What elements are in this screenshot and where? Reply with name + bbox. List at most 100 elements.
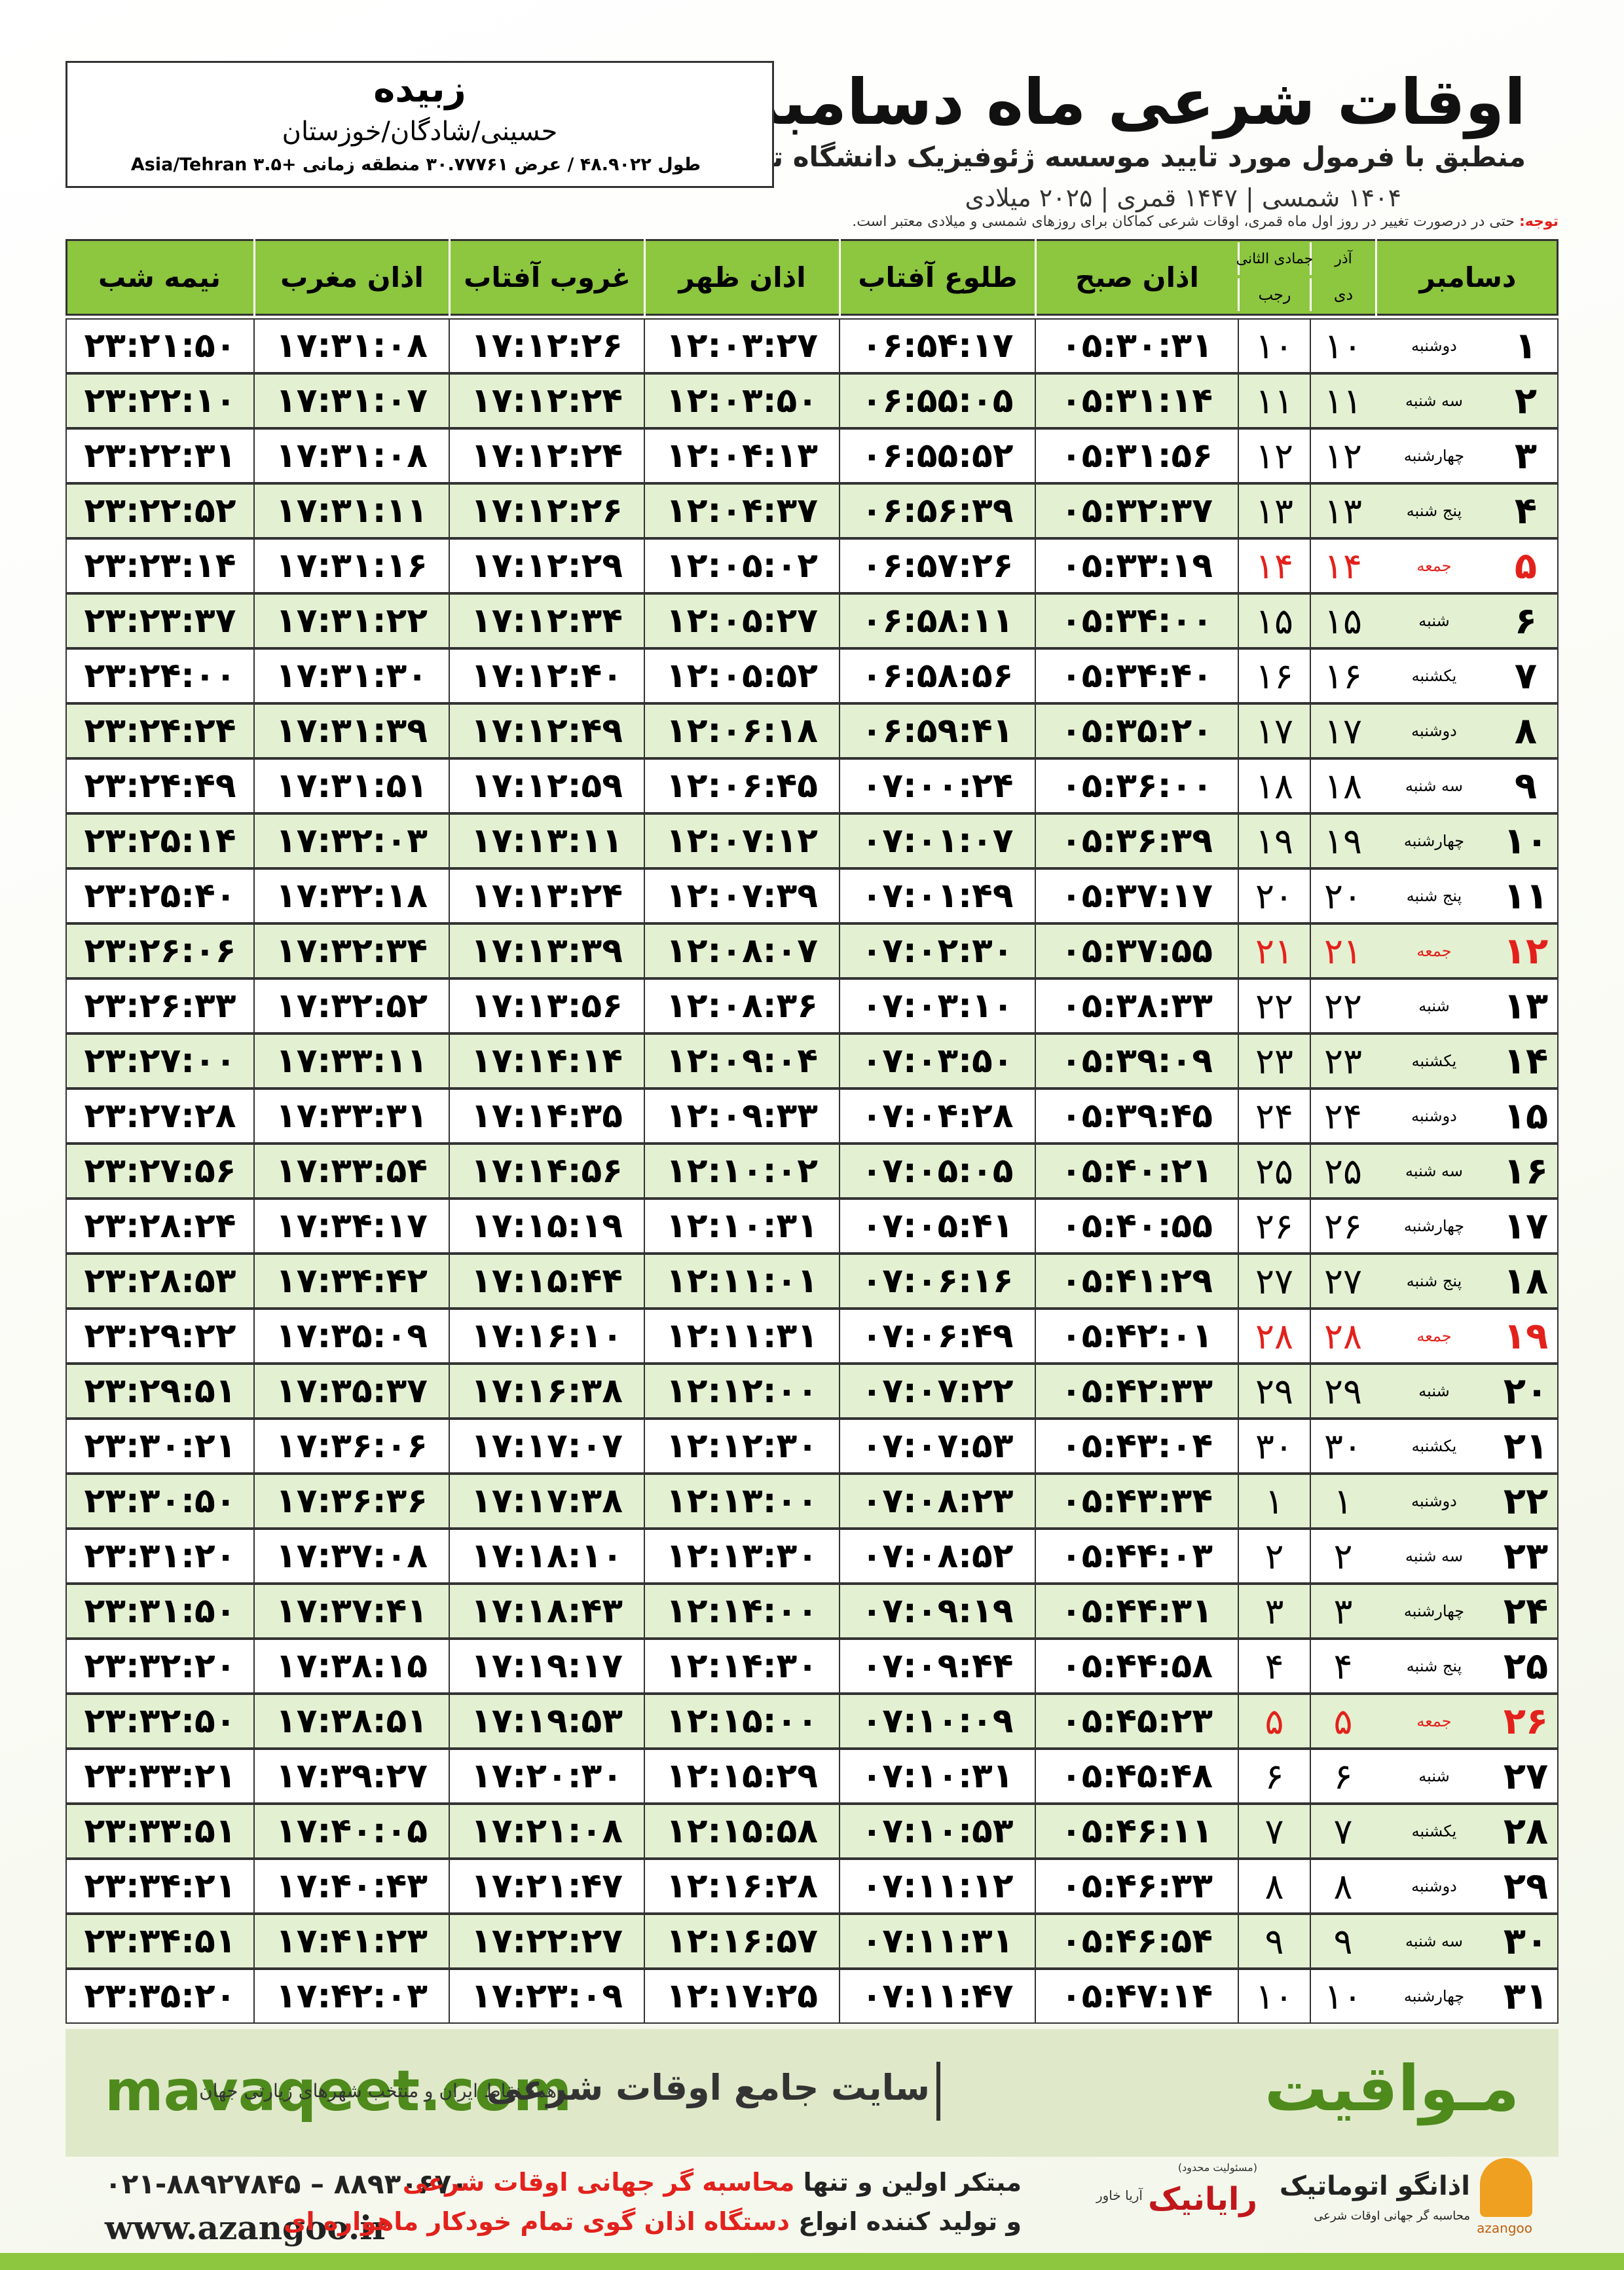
time-cell: ۰۵:۳۵:۲۰ xyxy=(1035,703,1238,758)
weekday: شنبه xyxy=(1418,1382,1450,1400)
month-day: ۲۹ xyxy=(1310,1364,1375,1419)
time-cell: ۱۷:۳۱:۰۸ xyxy=(253,318,449,373)
logo-name: رایانیک xyxy=(1148,2181,1257,2218)
day-number: ۱۴ xyxy=(1503,1039,1549,1083)
month-day: ۲۳ xyxy=(1238,1033,1310,1088)
footer-slogan: سایت جامع اوقات شرعی xyxy=(487,2067,930,2108)
bottom-strip xyxy=(0,2253,1624,2270)
time-cell: ۰۵:۳۲:۳۷ xyxy=(1035,483,1238,538)
time-cell: ۲۳:۲۴:۰۰ xyxy=(65,648,253,703)
time-cell: ۱۷:۱۷:۳۸ xyxy=(449,1474,644,1529)
month-day: ۲۶ xyxy=(1238,1199,1310,1254)
month-day: ۳۰ xyxy=(1238,1419,1310,1474)
time-cell: ۰۶:۵۴:۱۷ xyxy=(839,318,1035,373)
time-cell: ۰۶:۵۸:۱۱ xyxy=(839,593,1035,648)
time-cell: ۲۳:۳۱:۲۰ xyxy=(65,1529,253,1584)
month-day: ۷ xyxy=(1238,1804,1310,1859)
time-cell: ۲۳:۲۴:۲۴ xyxy=(65,703,253,758)
time-cell: ۱۷:۱۴:۳۵ xyxy=(449,1088,644,1144)
time-cell: ۲۳:۲۷:۵۶ xyxy=(65,1144,253,1199)
month-day: ۱۶ xyxy=(1310,648,1375,703)
time-cell: ۲۳:۳۳:۵۱ xyxy=(65,1804,253,1859)
month-day: ۹ xyxy=(1310,1914,1375,1969)
month-day: ۱۱ xyxy=(1238,373,1310,428)
logo-rayanik: (مسئولیت محدود) رایانیک آریا خاور xyxy=(1096,2161,1257,2246)
month-day: ۴ xyxy=(1238,1639,1310,1694)
header-cell: اذان مغرب xyxy=(253,239,449,316)
month-day: ۸ xyxy=(1310,1859,1375,1914)
time-cell: ۰۵:۴۵:۴۸ xyxy=(1035,1749,1238,1804)
weekday: چهارشنبه xyxy=(1403,1217,1465,1235)
time-cell: ۱۲:۱۰:۳۱ xyxy=(644,1199,839,1254)
time-cell: ۱۲:۱۷:۲۵ xyxy=(644,1969,839,2024)
prayer-table: دسامبر آذر دی جمادی الثانی رجب اذان صبح طلوع آ… xyxy=(65,239,1559,2024)
time-cell: ۱۲:۱۴:۰۰ xyxy=(644,1584,839,1639)
day-number: ۲۸ xyxy=(1503,1810,1549,1853)
time-cell: ۱۷:۱۴:۱۴ xyxy=(449,1033,644,1088)
month-day: ۲۳ xyxy=(1310,1033,1375,1088)
time-cell: ۲۳:۲۹:۵۱ xyxy=(65,1364,253,1419)
time-cell: ۰۵:۴۰:۵۵ xyxy=(1035,1199,1238,1254)
time-cell: ۰۷:۰۴:۲۸ xyxy=(839,1088,1035,1144)
header-cell: دسامبر xyxy=(1375,239,1559,316)
header-cell: غروب آفتاب xyxy=(449,239,644,316)
day-number: ۲۰ xyxy=(1503,1369,1549,1413)
time-cell: ۱۷:۳۹:۲۷ xyxy=(253,1749,449,1804)
weekday: سه شنبه xyxy=(1405,1162,1464,1180)
time-cell: ۱۲:۰۶:۴۵ xyxy=(644,758,839,813)
time-cell: ۱۷:۳۱:۱۶ xyxy=(253,538,449,593)
weekday: جمعه xyxy=(1416,557,1452,575)
time-cell: ۲۳:۲۲:۱۰ xyxy=(65,373,253,428)
time-cell: ۰۷:۰۸:۵۲ xyxy=(839,1529,1035,1584)
day-number: ۲۵ xyxy=(1503,1645,1549,1688)
time-cell: ۰۵:۳۹:۰۹ xyxy=(1035,1033,1238,1088)
time-cell: ۰۷:۰۷:۵۳ xyxy=(839,1419,1035,1474)
month-day: ۱۳ xyxy=(1238,483,1310,538)
time-cell: ۱۲:۱۳:۳۰ xyxy=(644,1529,839,1584)
time-cell: ۱۲:۰۵:۵۲ xyxy=(644,648,839,703)
time-cell: ۰۵:۴۴:۳۱ xyxy=(1035,1584,1238,1639)
time-cell: ۱۲:۱۶:۲۸ xyxy=(644,1859,839,1914)
time-cell: ۱۷:۳۴:۴۲ xyxy=(253,1254,449,1309)
day-number: ۱۰ xyxy=(1503,819,1549,863)
time-cell: ۱۷:۱۵:۴۴ xyxy=(449,1254,644,1309)
weekday: جمعه xyxy=(1416,1712,1452,1730)
time-cell: ۰۷:۰۱:۴۹ xyxy=(839,868,1035,923)
time-cell: ۱۷:۳۲:۳۴ xyxy=(253,923,449,978)
day-number: ۹ xyxy=(1514,764,1538,808)
time-cell: ۰۵:۴۶:۵۴ xyxy=(1035,1914,1238,1969)
time-cell: ۲۳:۲۶:۳۳ xyxy=(65,978,253,1033)
day-number: ۶ xyxy=(1514,599,1538,642)
header-cell: طلوع آفتاب xyxy=(839,239,1035,316)
time-cell: ۰۵:۴۵:۲۳ xyxy=(1035,1694,1238,1749)
month-day: ۱۲ xyxy=(1310,428,1375,483)
time-cell: ۱۷:۱۳:۲۴ xyxy=(449,868,644,923)
time-cell: ۰۵:۳۴:۴۰ xyxy=(1035,648,1238,703)
day-number: ۱۷ xyxy=(1503,1204,1549,1248)
subtitle: منطبق با فرمول مورد تایید موسسه ژئوفیزیک… xyxy=(705,141,1526,173)
weekday: یکشنبه xyxy=(1411,1437,1457,1455)
day-number: ۱ xyxy=(1514,324,1538,367)
time-cell: ۱۷:۳۸:۵۱ xyxy=(253,1694,449,1749)
month-day: ۵ xyxy=(1238,1694,1310,1749)
time-cell: ۱۷:۱۸:۱۰ xyxy=(449,1529,644,1584)
time-cell: ۰۵:۳۳:۱۹ xyxy=(1035,538,1238,593)
time-cell: ۲۳:۲۵:۴۰ xyxy=(65,868,253,923)
time-cell: ۰۶:۵۵:۰۵ xyxy=(839,373,1035,428)
weekday: سه شنبه xyxy=(1405,1932,1464,1950)
promo-text: و تولید کننده انواع xyxy=(798,2207,1022,2236)
time-cell: ۲۳:۳۰:۵۰ xyxy=(65,1474,253,1529)
time-cell: ۱۷:۲۱:۴۷ xyxy=(449,1859,644,1914)
header-top: آذر xyxy=(1310,242,1375,275)
time-cell: ۰۶:۵۷:۲۶ xyxy=(839,538,1035,593)
time-cell: ۱۷:۳۳:۳۱ xyxy=(253,1088,449,1144)
time-cell: ۲۳:۳۰:۲۱ xyxy=(65,1419,253,1474)
weekday: یکشنبه xyxy=(1411,1822,1457,1840)
day-number: ۳۰ xyxy=(1503,1920,1549,1963)
month-day: ۱ xyxy=(1238,1474,1310,1529)
month-day: ۲۷ xyxy=(1310,1254,1375,1309)
time-cell: ۰۵:۳۸:۳۳ xyxy=(1035,978,1238,1033)
time-cell: ۱۷:۲۱:۰۸ xyxy=(449,1804,644,1859)
time-cell: ۱۲:۱۱:۰۱ xyxy=(644,1254,839,1309)
